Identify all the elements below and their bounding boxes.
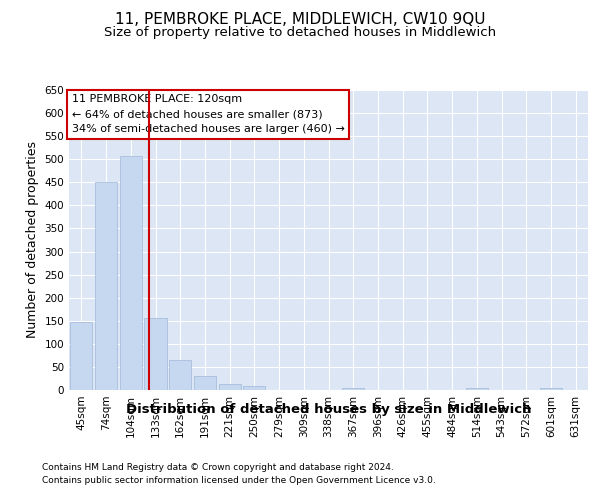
Bar <box>243 386 265 390</box>
Bar <box>95 182 117 390</box>
Text: Contains HM Land Registry data © Crown copyright and database right 2024.: Contains HM Land Registry data © Crown c… <box>42 462 394 471</box>
Bar <box>218 384 241 390</box>
Bar <box>466 388 488 390</box>
Bar <box>145 318 167 390</box>
Bar <box>70 322 92 390</box>
Text: Contains public sector information licensed under the Open Government Licence v3: Contains public sector information licen… <box>42 476 436 485</box>
Bar <box>342 388 364 390</box>
Bar <box>540 388 562 390</box>
Text: 11 PEMBROKE PLACE: 120sqm
← 64% of detached houses are smaller (873)
34% of semi: 11 PEMBROKE PLACE: 120sqm ← 64% of detac… <box>71 94 344 134</box>
Bar <box>194 376 216 390</box>
Text: Size of property relative to detached houses in Middlewich: Size of property relative to detached ho… <box>104 26 496 39</box>
Text: 11, PEMBROKE PLACE, MIDDLEWICH, CW10 9QU: 11, PEMBROKE PLACE, MIDDLEWICH, CW10 9QU <box>115 12 485 28</box>
Y-axis label: Number of detached properties: Number of detached properties <box>26 142 39 338</box>
Text: Distribution of detached houses by size in Middlewich: Distribution of detached houses by size … <box>126 402 532 415</box>
Bar <box>169 360 191 390</box>
Bar <box>119 156 142 390</box>
